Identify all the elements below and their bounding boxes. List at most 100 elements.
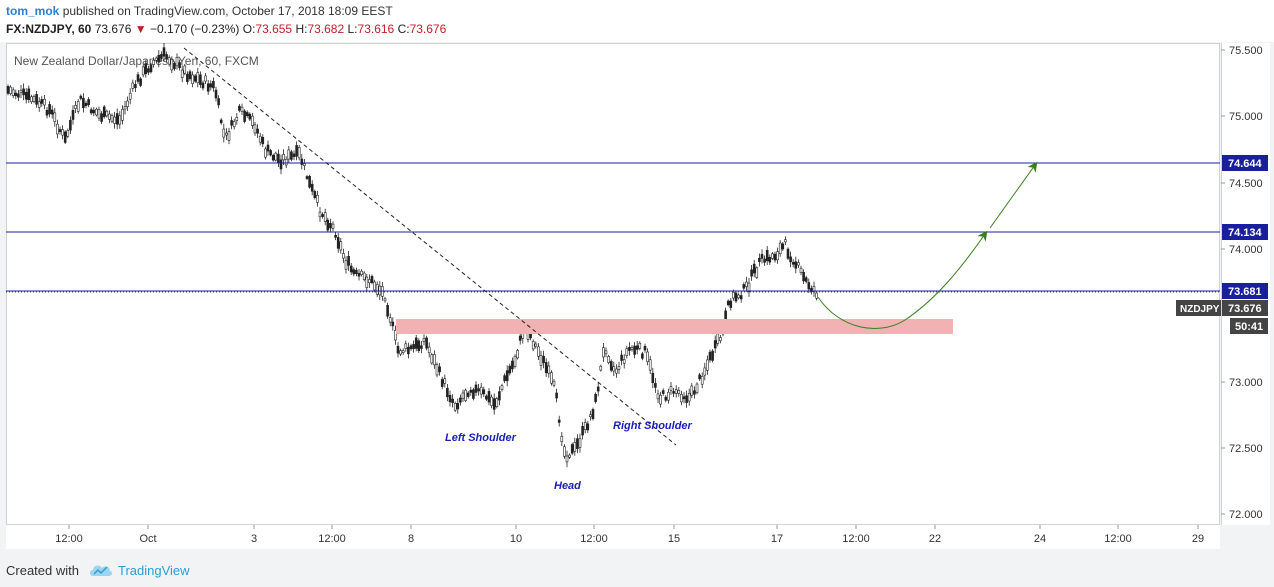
candle-body (305, 176, 309, 179)
candle-body (700, 376, 704, 385)
countdown-bg (1230, 318, 1268, 334)
candle-body (529, 333, 532, 339)
neckline-zone[interactable] (396, 319, 953, 334)
right-shoulder-label: Right Shoulder (613, 420, 693, 432)
candle-body (40, 99, 44, 104)
candle-body (776, 251, 779, 261)
candle-body (331, 223, 335, 229)
candle-body (375, 284, 379, 295)
candle-body (22, 88, 25, 96)
candle-body (479, 386, 483, 395)
candle-body (643, 346, 647, 351)
candle-body (204, 75, 207, 82)
candle-body (654, 383, 657, 388)
candle-body (95, 108, 98, 116)
candle-body (461, 392, 465, 399)
candle-body (399, 350, 402, 355)
chart-pane[interactable] (6, 43, 1220, 525)
candle-body (404, 343, 408, 349)
created-with-text: Created with (6, 563, 79, 578)
candle-body (352, 269, 356, 275)
candle-body (810, 288, 813, 292)
candle-body (544, 362, 548, 374)
candle-body (238, 105, 241, 111)
candle-body (295, 145, 298, 157)
candle-body (560, 436, 564, 442)
head-label: Head (554, 480, 581, 492)
candle-body (646, 351, 649, 362)
candle-body (162, 47, 166, 57)
candle-body (565, 455, 569, 463)
time-tick: Oct (139, 533, 156, 545)
candle-body (342, 253, 345, 259)
candle-body (474, 384, 478, 393)
candle-body (698, 374, 701, 380)
candle-body (446, 387, 449, 398)
left-shoulder-label: Left Shoulder (445, 432, 517, 444)
time-tick: 12:00 (1104, 533, 1132, 545)
candle-body (409, 345, 413, 350)
candle-body (362, 272, 366, 280)
candle-body (687, 392, 691, 402)
candle-body (768, 257, 772, 263)
time-tick: 12:00 (842, 533, 870, 545)
candle-body (344, 260, 348, 270)
projection-path-1[interactable] (817, 230, 988, 329)
candle-body (115, 113, 119, 125)
candle-body (136, 74, 140, 82)
candle-body (596, 386, 600, 392)
candle-body (279, 159, 283, 170)
author-link[interactable]: tom_mok (6, 4, 60, 18)
time-axis[interactable] (6, 525, 1220, 549)
candle-body (74, 104, 77, 109)
symbol-tag-bg (1176, 300, 1221, 316)
open-value: 73.655 (255, 22, 293, 36)
candle-body (791, 261, 795, 265)
candle-body (630, 347, 634, 350)
downtrend-line[interactable] (183, 47, 677, 446)
candle-body (170, 59, 174, 71)
candle-body (477, 388, 480, 392)
candle-body (607, 356, 610, 363)
candle-body (11, 89, 15, 96)
candle-body (32, 96, 36, 102)
candle-body (154, 57, 158, 61)
candle-body (253, 124, 257, 134)
candle-body (110, 115, 114, 122)
candle-body (693, 390, 696, 395)
candle-body (641, 353, 644, 359)
projection-path-2[interactable] (989, 161, 1038, 229)
candle-body (66, 130, 70, 137)
candle-body (196, 72, 200, 84)
candle-body (58, 129, 62, 132)
tradingview-link[interactable]: TradingView (118, 563, 190, 578)
price-tick: 72.500 (1229, 443, 1263, 455)
candle-body (248, 113, 252, 120)
time-tick: 17 (771, 533, 783, 545)
candlestick-series (6, 43, 818, 468)
candle-body (100, 113, 103, 122)
candle-body (219, 119, 223, 124)
candle-body (264, 148, 267, 158)
price-tick: 73.000 (1229, 377, 1263, 389)
candle-body (214, 89, 218, 99)
candle-body (92, 109, 96, 114)
candle-body (498, 391, 501, 401)
candle-body (459, 397, 462, 403)
candle-body (617, 366, 621, 370)
candle-body (217, 98, 220, 106)
candle-body (594, 393, 597, 402)
high-value: 73.682 (307, 22, 345, 36)
candle-body (583, 422, 587, 430)
candle-body (427, 346, 431, 354)
candle-body (755, 267, 759, 278)
candle-body (300, 158, 304, 165)
close-value: 73.676 (409, 22, 447, 36)
candle-body (625, 348, 629, 356)
candle-body (102, 106, 106, 118)
candle-body (147, 68, 150, 73)
candle-body (35, 94, 38, 105)
candle-body (180, 69, 184, 78)
candle-body (17, 93, 20, 98)
candle-body (240, 106, 244, 112)
